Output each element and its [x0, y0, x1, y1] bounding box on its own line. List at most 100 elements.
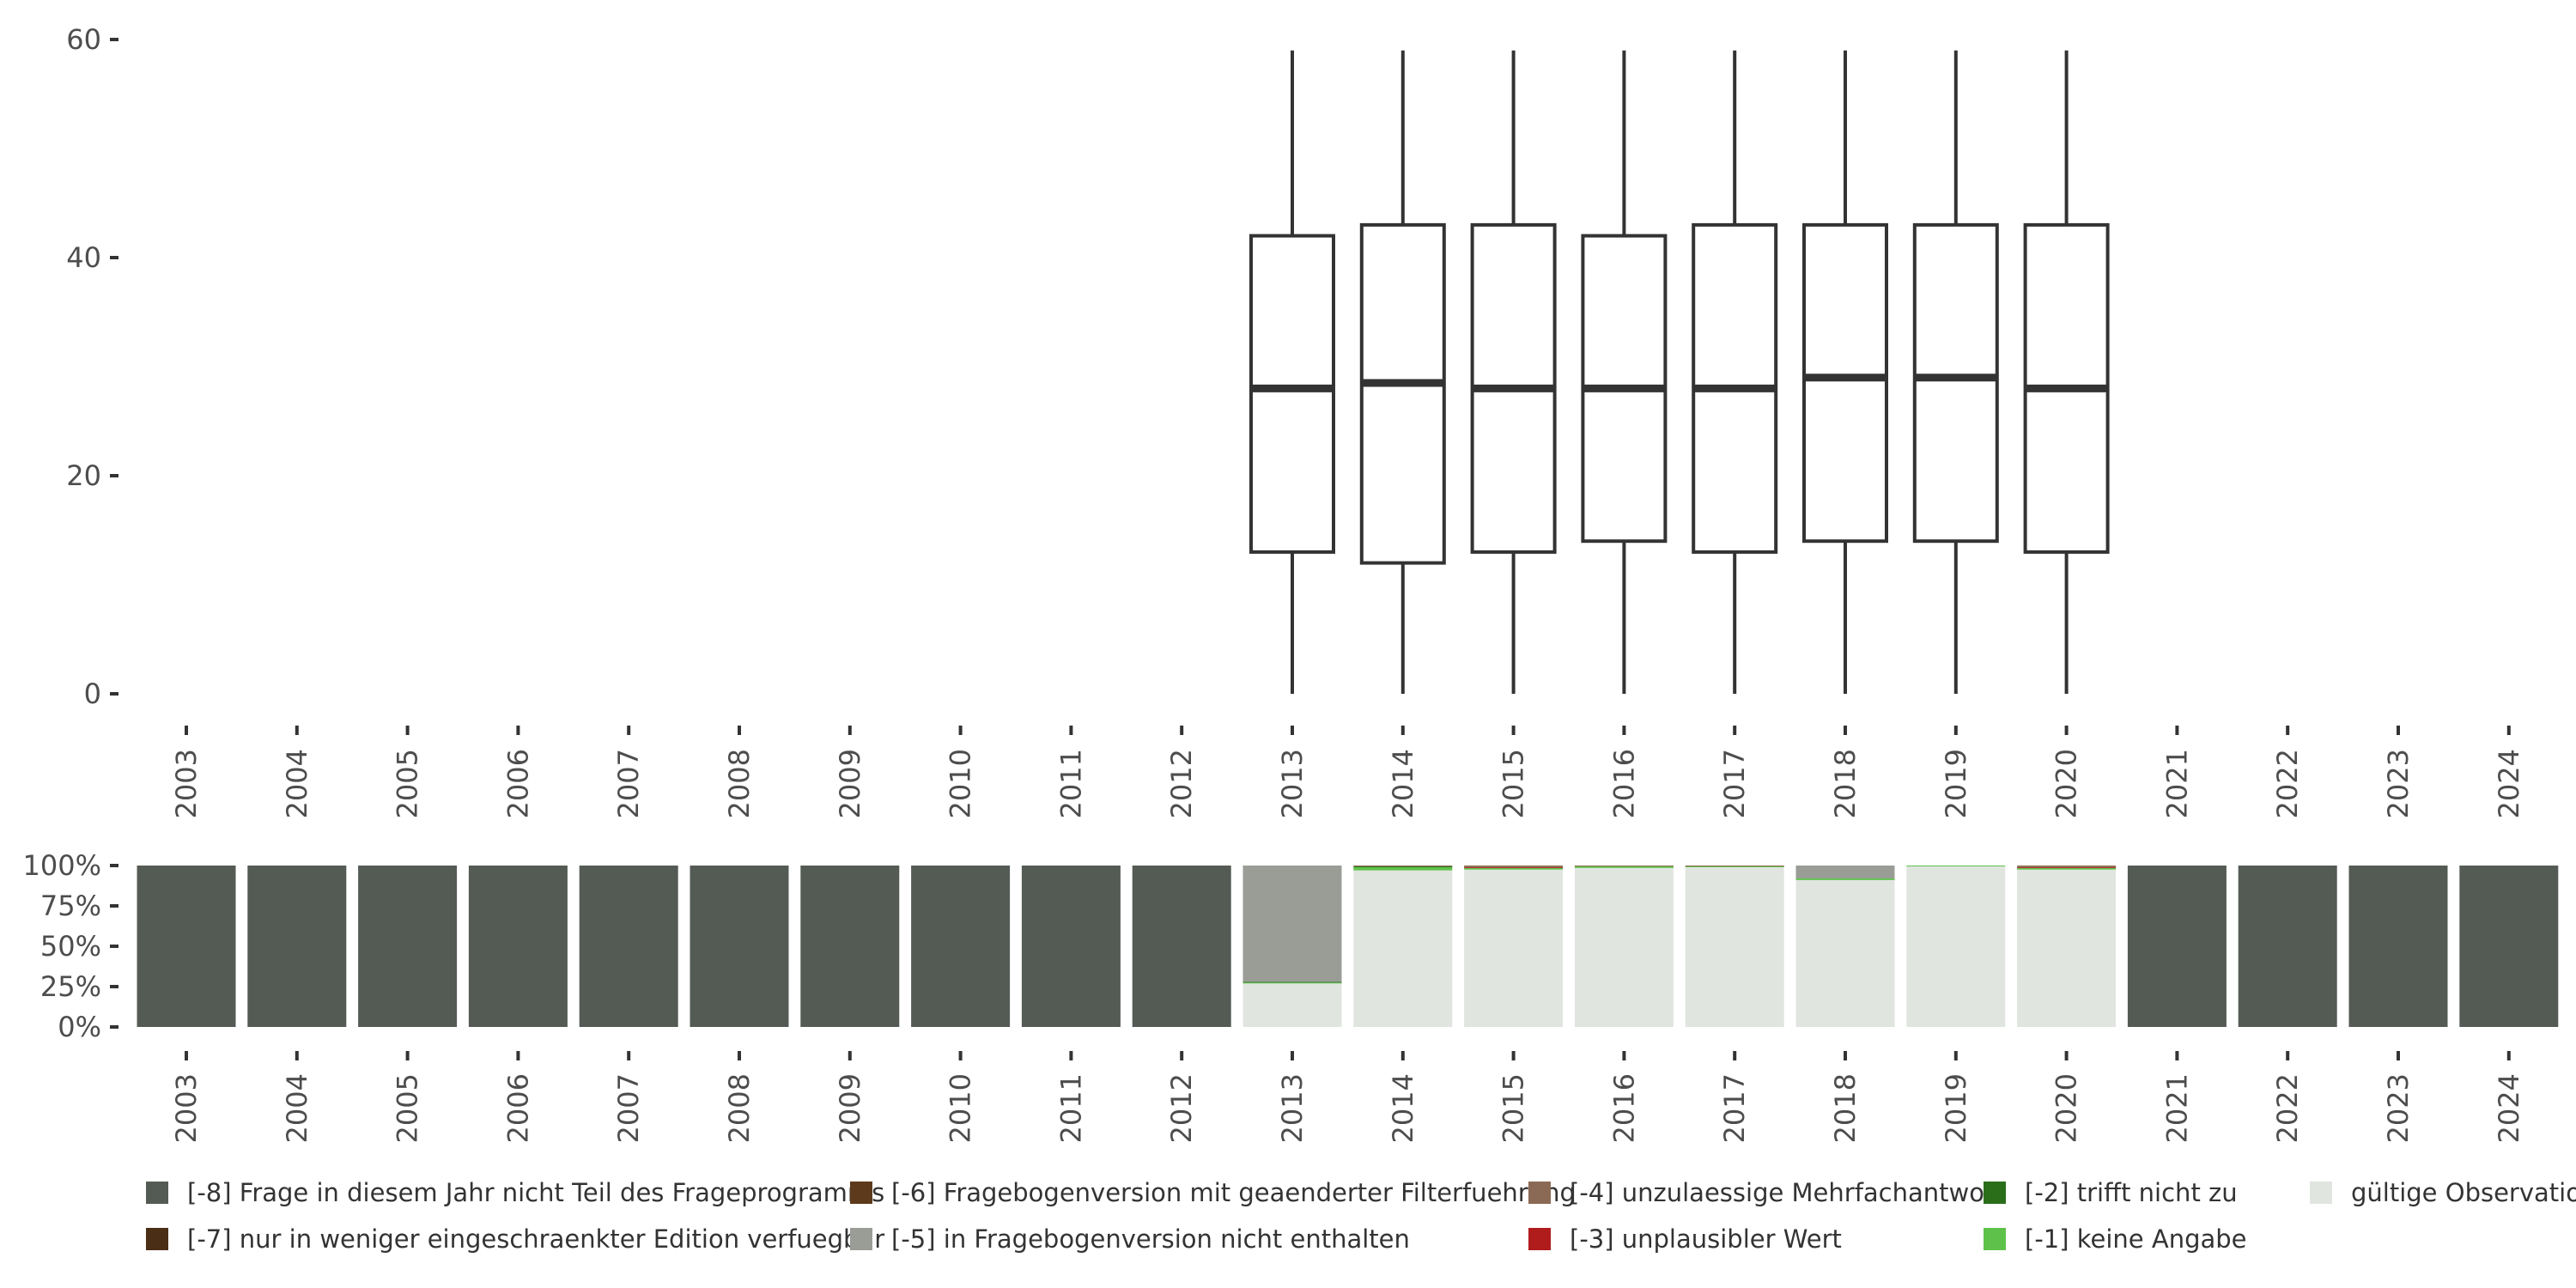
bar-x-axis-year-label: 2018 — [1829, 1073, 1862, 1143]
bar-segment — [2017, 866, 2117, 867]
x-axis-year-label: 2015 — [1498, 749, 1530, 818]
bar-segment — [800, 866, 900, 1027]
legend-label: [-7] nur in weniger eingeschraenkter Edi… — [187, 1224, 885, 1254]
stacked-bar-2017 — [1685, 866, 1784, 1027]
legend-label: [-8] Frage in diesem Jahr nicht Teil des… — [187, 1178, 885, 1207]
boxplot-2017 — [1692, 50, 1778, 694]
stacked-bar-2007 — [579, 866, 678, 1027]
bar-segment — [911, 866, 1011, 1027]
legend-item: [-2] trifft nicht zu — [1984, 1178, 2238, 1207]
legend-label: [-3] unplausibler Wert — [1570, 1224, 1842, 1254]
bar-segment — [1242, 983, 1342, 1027]
stacked-bar-2011 — [1021, 866, 1121, 1027]
bar-x-axis-year-label: 2007 — [612, 1073, 645, 1143]
x-axis-year-label: 2021 — [2160, 749, 2193, 818]
x-axis-year-label: 2006 — [501, 749, 534, 818]
boxplot-2015 — [1470, 50, 1557, 694]
x-axis-year-label: 2003 — [170, 749, 203, 818]
legend-swatch — [146, 1228, 168, 1250]
bar-x-axis-year-label: 2003 — [170, 1073, 203, 1143]
bar-segment — [137, 866, 236, 1027]
bar-segment — [1353, 866, 1453, 871]
legend-swatch — [1984, 1228, 2006, 1250]
bar-x-axis-year-label: 2005 — [392, 1073, 424, 1143]
y-axis-tick-label: 60 — [66, 23, 101, 56]
legend-label: [-4] unzulaessige Mehrfachantwort — [1570, 1178, 2005, 1207]
x-axis-year-label: 2005 — [392, 749, 424, 818]
stacked-bar-2014 — [1353, 866, 1453, 1027]
stacked-bar-2008 — [690, 866, 789, 1027]
x-axis-year-label: 2012 — [1165, 749, 1198, 818]
x-axis-year-label: 2018 — [1829, 749, 1862, 818]
legend-item: [-5] in Fragebogenversion nicht enthalte… — [850, 1224, 1410, 1254]
x-axis-year-label: 2016 — [1607, 749, 1640, 818]
legend-label: gültige Observationen — [2351, 1178, 2576, 1207]
stacked-bar-2012 — [1132, 866, 1231, 1027]
legend-item: gültige Observationen — [2310, 1178, 2576, 1207]
boxplot-2020 — [2023, 50, 2110, 694]
x-axis-year-label: 2020 — [2050, 749, 2083, 818]
legend-label: [-6] Fragebogenversion mit geaenderter F… — [891, 1178, 1576, 1207]
legend-swatch — [146, 1182, 168, 1204]
bar-segment — [2017, 869, 2117, 1027]
bar-x-axis-year-label: 2012 — [1165, 1073, 1198, 1143]
x-axis-year-label: 2019 — [1940, 749, 1972, 818]
bar-segment — [1242, 981, 1342, 983]
bar-segment — [1242, 982, 1342, 984]
stacked-bar-2010 — [911, 866, 1011, 1027]
x-axis-year-label: 2004 — [281, 749, 313, 818]
legend-item: [-4] unzulaessige Mehrfachantwort — [1528, 1178, 2004, 1207]
bar-y-axis-tick-label: 75% — [40, 890, 101, 922]
stacked-bar-2020 — [2017, 866, 2117, 1027]
legend-swatch — [2310, 1182, 2332, 1204]
bar-segment — [1574, 867, 1674, 1027]
boxplot-2016 — [1581, 50, 1668, 694]
bar-x-axis-year-label: 2020 — [2050, 1073, 2083, 1143]
bar-segment — [1242, 866, 1342, 982]
missing-values-bar-panel: 0% 25% 50% 75% 100% 2003 2004 2005 2006 2007 2008 2… — [23, 849, 2559, 1143]
bar-segment — [468, 866, 568, 1027]
bar-segment — [358, 866, 458, 1027]
stacked-bar-2004 — [247, 866, 347, 1027]
bar-segment — [1795, 879, 1895, 1027]
x-axis-year-label: 2023 — [2382, 749, 2415, 818]
legend-item: [-8] Frage in diesem Jahr nicht Teil des… — [146, 1178, 884, 1207]
bar-segment — [1132, 866, 1231, 1027]
bar-segment — [690, 866, 789, 1027]
x-axis-year-label: 2007 — [612, 749, 645, 818]
box-iqr — [1249, 234, 1335, 554]
legend-swatch — [850, 1182, 872, 1204]
bar-segment — [2017, 866, 2117, 868]
bar-x-axis-year-label: 2006 — [501, 1073, 534, 1143]
boxplot-2019 — [1912, 50, 1999, 694]
stacked-bar-2003 — [137, 866, 236, 1027]
boxplot-2014 — [1359, 50, 1446, 694]
stacked-bar-2018 — [1795, 866, 1895, 1027]
x-axis-year-label: 2017 — [1718, 749, 1751, 818]
bar-y-axis-tick-label: 25% — [40, 970, 101, 1003]
stacked-bar-2009 — [800, 866, 900, 1027]
bar-x-axis-year-label: 2013 — [1276, 1073, 1309, 1143]
bar-segment — [1353, 866, 1453, 867]
bar-x-axis-year-label: 2010 — [945, 1073, 977, 1143]
bar-x-axis-year-label: 2008 — [723, 1073, 756, 1143]
box-iqr — [1802, 222, 1888, 544]
x-axis-year-label: 2022 — [2271, 749, 2304, 818]
bar-segment — [1464, 869, 1564, 1027]
bar-x-axis-year-label: 2009 — [834, 1073, 866, 1143]
x-axis-year-label: 2009 — [834, 749, 866, 818]
legend-swatch — [1528, 1228, 1551, 1250]
legend-label: [-2] trifft nicht zu — [2025, 1178, 2238, 1207]
legend-swatch — [1984, 1182, 2006, 1204]
bar-segment — [2238, 866, 2337, 1027]
bar-x-axis-year-label: 2016 — [1607, 1073, 1640, 1143]
boxplot-panel: 0 20 40 60 2003 2004 2005 2006 2007 2008 2009 2010 2… — [66, 23, 2525, 818]
bar-y-axis-tick-label: 50% — [40, 930, 101, 963]
x-axis-year-label: 2010 — [945, 749, 977, 818]
legend-item: [-1] keine Angabe — [1984, 1224, 2247, 1254]
stacked-bar-2024 — [2459, 866, 2559, 1027]
bar-x-axis-year-label: 2021 — [2160, 1073, 2193, 1143]
legend-label: [-5] in Fragebogenversion nicht enthalte… — [891, 1224, 1410, 1254]
stacked-bar-2015 — [1464, 866, 1564, 1027]
bar-segment — [2459, 866, 2559, 1027]
